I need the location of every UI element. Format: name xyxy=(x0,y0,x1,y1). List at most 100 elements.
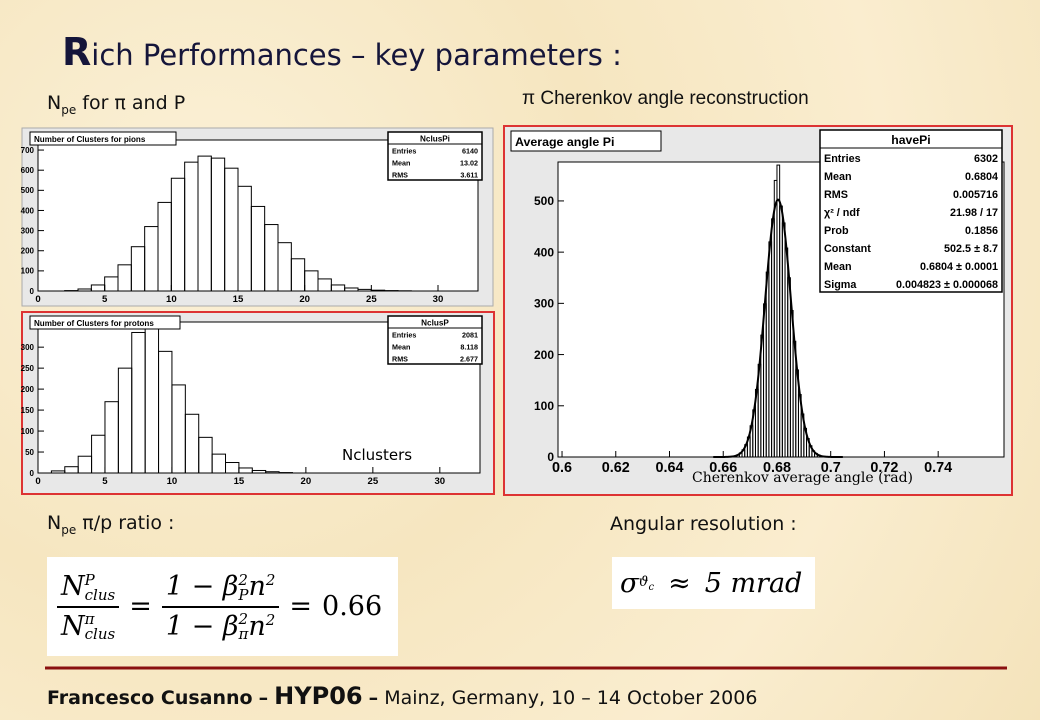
stats-value: 0.004823 ± 0.000068 xyxy=(896,279,998,291)
stats-label: Sigma xyxy=(824,279,857,291)
stats-label: Entries xyxy=(824,153,861,165)
y-tick-label: 150 xyxy=(21,406,35,415)
x-tick-label: 0.7 xyxy=(821,460,841,476)
term: n xyxy=(248,610,266,642)
x-tick-label: 0.62 xyxy=(602,460,630,476)
title-box xyxy=(29,315,181,330)
stats-label: RMS xyxy=(392,354,408,363)
sup: 2 xyxy=(238,570,248,589)
chart-title: Average angle Pi xyxy=(515,135,614,149)
x-tick-label: 0 xyxy=(35,476,40,487)
footer: Francesco Cusanno – HYP06 – Mainz, Germa… xyxy=(47,682,757,710)
stats-label: Mean xyxy=(392,342,410,351)
chart-title: Number of Clusters for pions xyxy=(34,135,146,144)
stats-value: 8.118 xyxy=(460,342,478,351)
y-tick-label: 500 xyxy=(534,194,554,208)
x-tick-label: 15 xyxy=(234,476,245,487)
y-tick-label: 300 xyxy=(21,343,35,352)
sep: – xyxy=(258,687,269,709)
y-tick-label: 200 xyxy=(534,348,554,362)
title-box xyxy=(29,131,177,146)
stats-label: Constant xyxy=(824,243,871,255)
y-tick-label: 400 xyxy=(21,206,35,215)
ratio-main: N xyxy=(47,512,62,534)
y-tick-label: 100 xyxy=(21,427,35,436)
sup: 2 xyxy=(265,571,276,589)
x-tick-label: 0.64 xyxy=(655,460,683,476)
x-axis-label: Nclusters xyxy=(342,446,412,464)
stats-label: Mean xyxy=(392,158,410,167)
resolution-label: Angular resolution : xyxy=(610,513,797,535)
sub: π xyxy=(238,625,249,643)
sigma: σ xyxy=(620,567,639,599)
equals: = xyxy=(289,591,313,622)
sub: P xyxy=(238,585,249,604)
sym: N xyxy=(61,610,85,642)
y-tick-label: 700 xyxy=(21,146,35,155)
value: 5 mrad xyxy=(704,567,803,599)
stats-title: NclusPi xyxy=(420,134,450,143)
sup: π xyxy=(84,610,95,628)
stats-value: 0.1856 xyxy=(965,225,998,237)
author: Francesco Cusanno xyxy=(47,687,253,709)
stats-value: 0.6804 xyxy=(965,171,998,183)
stats-box xyxy=(387,315,483,365)
stats-value: 0.6804 ± 0.0001 xyxy=(920,261,998,273)
x-tick-label: 0.74 xyxy=(924,460,952,476)
stats-label: Entries xyxy=(392,146,416,155)
equals: = xyxy=(129,591,152,622)
x-tick-label: 0.72 xyxy=(870,460,898,476)
stats-label: Mean xyxy=(824,171,852,183)
x-tick-label: 0 xyxy=(35,294,40,305)
stats-title: NclusP xyxy=(421,318,449,327)
ratio-sub: pe xyxy=(61,522,77,537)
x-tick-label: 25 xyxy=(366,294,377,305)
y-tick-label: 100 xyxy=(21,267,35,276)
stats-value: 502.5 ± 8.7 xyxy=(944,243,998,255)
cherenkov-label: π Cherenkov angle reconstruction xyxy=(522,88,809,109)
y-tick-label: 0 xyxy=(30,469,35,478)
fit-curve xyxy=(713,198,843,458)
sup: P xyxy=(84,570,95,589)
npe-sub: pe xyxy=(61,102,77,117)
conference: HYP06 xyxy=(274,682,363,710)
stats-value: 0.005716 xyxy=(953,189,998,201)
stats-value: 3.611 xyxy=(460,170,478,179)
place: Mainz, Germany, 10 – 14 October 2006 xyxy=(384,687,758,709)
title-rest: ich Performances – key parameters : xyxy=(91,38,622,72)
npe-rest: for π and P xyxy=(82,92,186,114)
x-tick-label: 10 xyxy=(167,476,178,487)
ratio-label: Npe π/p ratio : xyxy=(47,512,174,537)
approx: ≈ xyxy=(668,567,691,599)
stats-box xyxy=(819,129,1003,293)
resolution-formula: σ ϑc ≈ 5 mrad xyxy=(612,557,815,609)
y-tick-label: 200 xyxy=(21,247,35,256)
y-tick-label: 50 xyxy=(25,448,34,457)
y-tick-label: 100 xyxy=(534,399,554,413)
npe-label: Npe for π and P xyxy=(47,92,185,117)
stats-value: 2.677 xyxy=(460,354,478,363)
y-tick-label: 300 xyxy=(534,297,554,311)
stats-label: RMS xyxy=(392,170,408,179)
bar xyxy=(370,289,386,292)
x-tick-label: 5 xyxy=(102,294,108,305)
sub: clus xyxy=(84,625,116,643)
y-tick-label: 0 xyxy=(30,287,35,296)
x-tick-label: 20 xyxy=(301,476,312,487)
y-tick-label: 500 xyxy=(21,186,35,195)
title-initial: R xyxy=(62,30,92,74)
x-tick-label: 0.6 xyxy=(552,460,572,476)
x-tick-label: 15 xyxy=(233,294,244,305)
stats-value: 13.02 xyxy=(460,158,478,167)
stats-label: Prob xyxy=(824,225,849,237)
x-axis-label: Cherenkov average angle (rad) xyxy=(692,470,913,486)
x-tick-label: 25 xyxy=(368,476,379,487)
y-tick-label: 0 xyxy=(547,450,554,464)
stats-title: havePi xyxy=(891,133,930,147)
sub: ϑ xyxy=(638,573,649,590)
x-tick-label: 0.66 xyxy=(709,460,737,476)
chart-title: Number of Clusters for protons xyxy=(34,319,154,328)
